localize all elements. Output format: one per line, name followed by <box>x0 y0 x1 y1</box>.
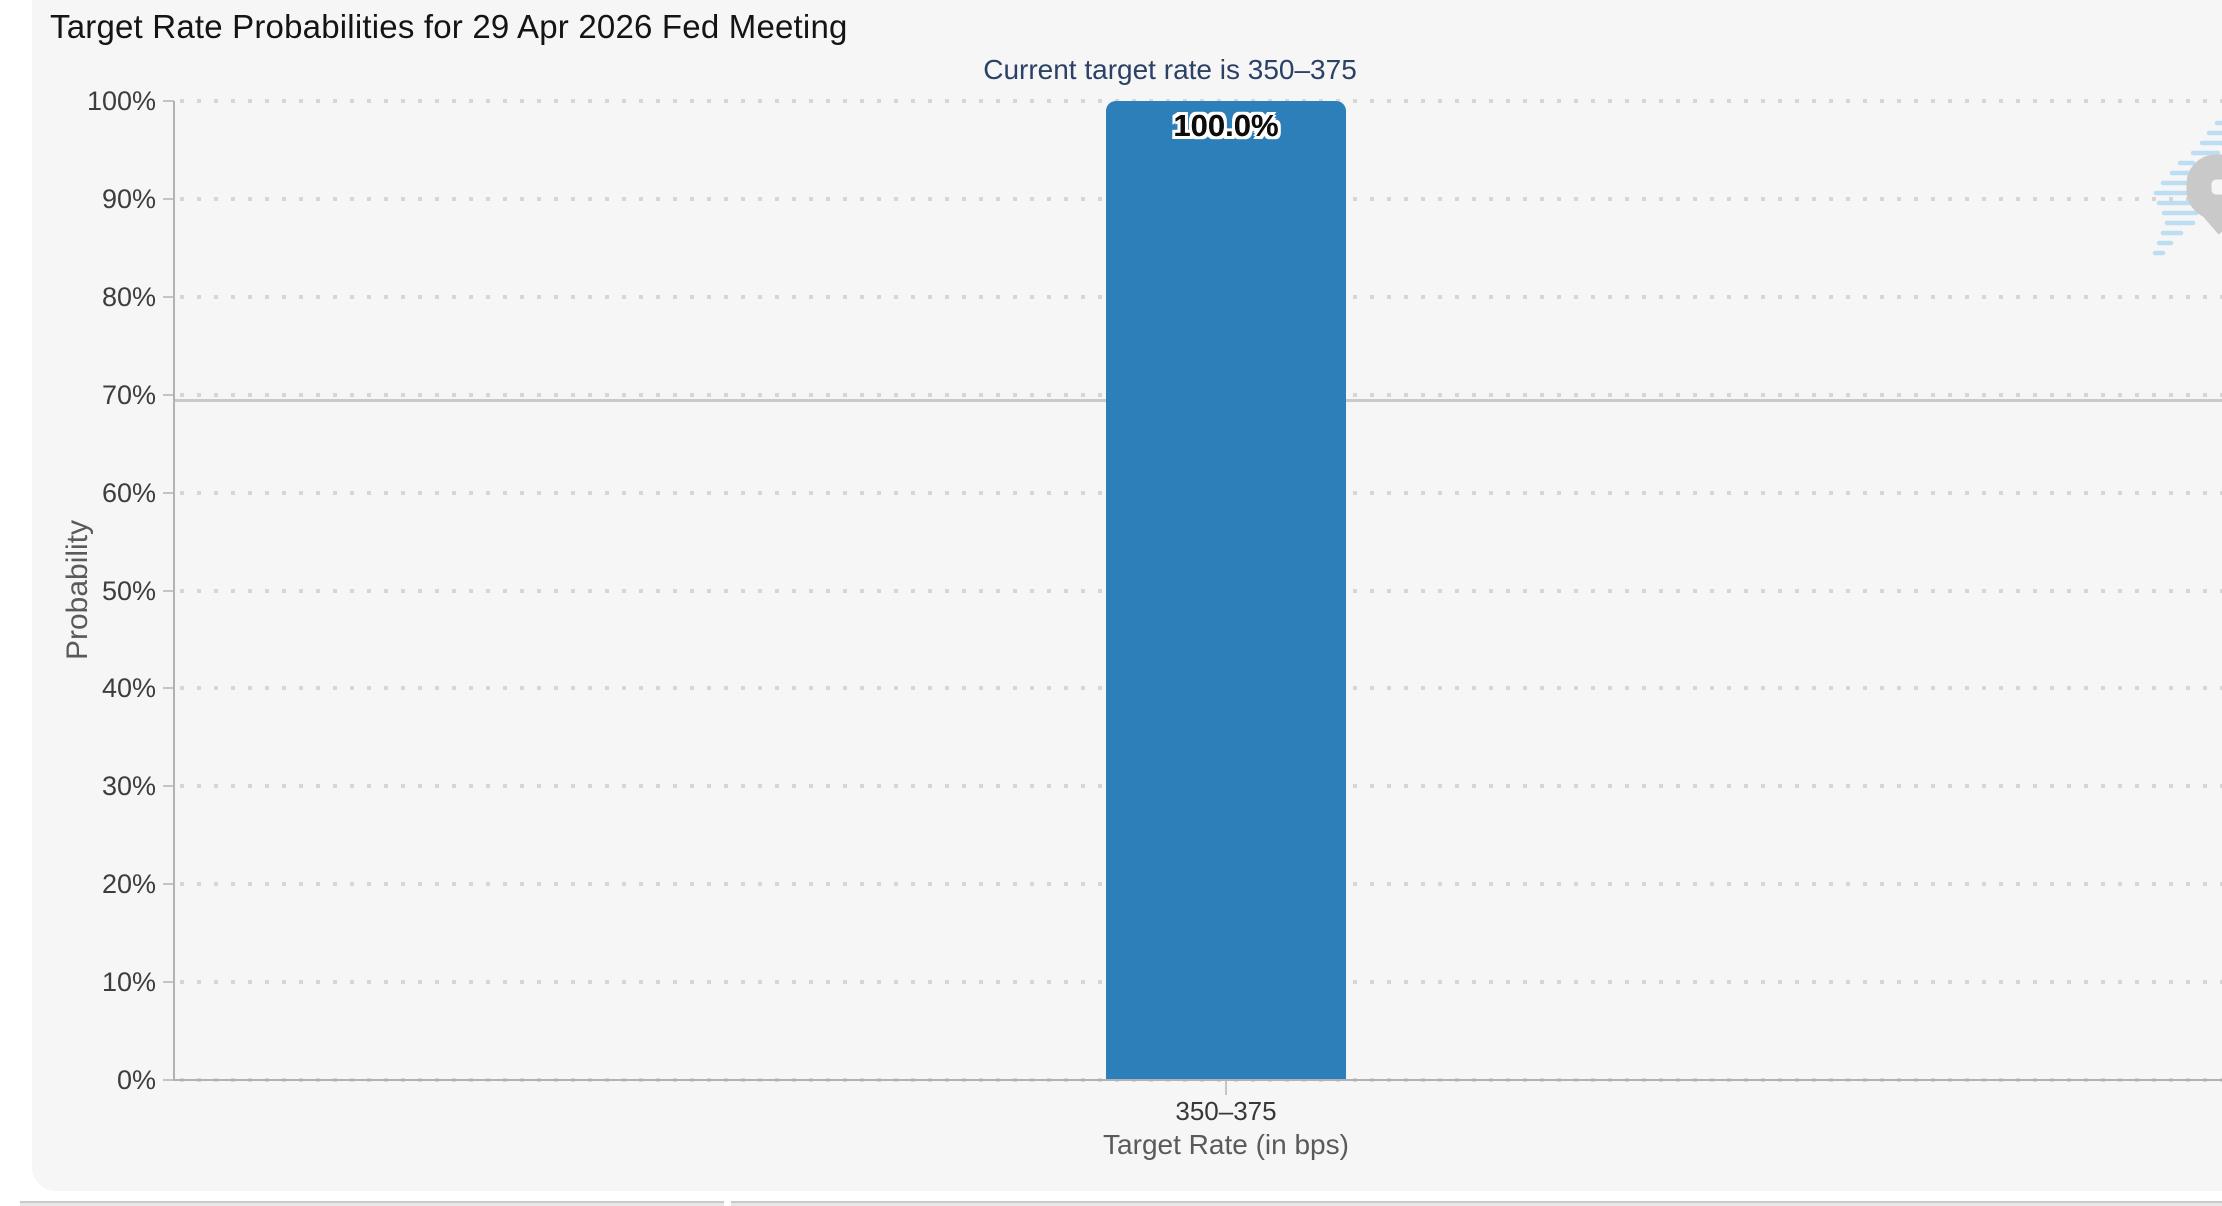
y-axis-tick <box>163 100 174 102</box>
y-axis-tick <box>163 1079 174 1081</box>
y-tick-label: 90% <box>101 183 156 214</box>
y-tick-label: 100% <box>86 86 156 116</box>
y-axis-tick <box>163 197 174 200</box>
y-axis-tick <box>163 589 174 592</box>
x-tick-label: 350–375 <box>1175 1096 1277 1126</box>
y-tick-label: 0% <box>116 1065 156 1095</box>
y-tick-label: 70% <box>101 379 156 410</box>
y-tick-label: 50% <box>101 575 156 606</box>
y-axis-tick <box>163 393 174 396</box>
probability-bar[interactable] <box>1106 101 1346 1079</box>
y-tick-label: 60% <box>101 477 156 508</box>
x-axis-line <box>173 1079 2222 1081</box>
y-tick-label: 10% <box>101 967 156 998</box>
chart-subtitle: Current target rate is 350–375 <box>983 54 1357 85</box>
x-axis-title: Target Rate (in bps) <box>1103 1129 1349 1160</box>
watermark-stripes <box>2152 120 2222 256</box>
y-tick-label: 20% <box>101 869 156 900</box>
y-axis-tick <box>163 295 174 298</box>
y-axis-tick <box>163 491 174 494</box>
quikstrike-logo-watermark <box>2152 120 2222 256</box>
bottom-table-stub-right <box>731 1201 2222 1206</box>
bottom-table-stub-left <box>20 1201 724 1206</box>
x-axis-tick <box>1225 1081 1227 1095</box>
bar-value-halo: 100.0% <box>1173 108 1279 143</box>
y-axis-tick <box>163 687 174 690</box>
y-axis-tick <box>163 785 174 788</box>
y-axis-tick <box>163 981 174 984</box>
bar-value-label: 100.0% 100.0% <box>1026 108 1426 144</box>
y-axis-title: Probability <box>61 519 94 661</box>
chart-title: Target Rate Probabilities for 29 Apr 202… <box>50 8 848 45</box>
y-tick-label: 40% <box>101 673 156 704</box>
watermark-q-glyph <box>2186 154 2222 235</box>
y-axis-tick <box>163 883 174 886</box>
y-tick-label: 80% <box>101 281 156 312</box>
y-tick-label: 30% <box>101 771 156 802</box>
bar-value-text: 100.0% <box>1173 108 1279 143</box>
y-axis-line <box>173 101 175 1081</box>
